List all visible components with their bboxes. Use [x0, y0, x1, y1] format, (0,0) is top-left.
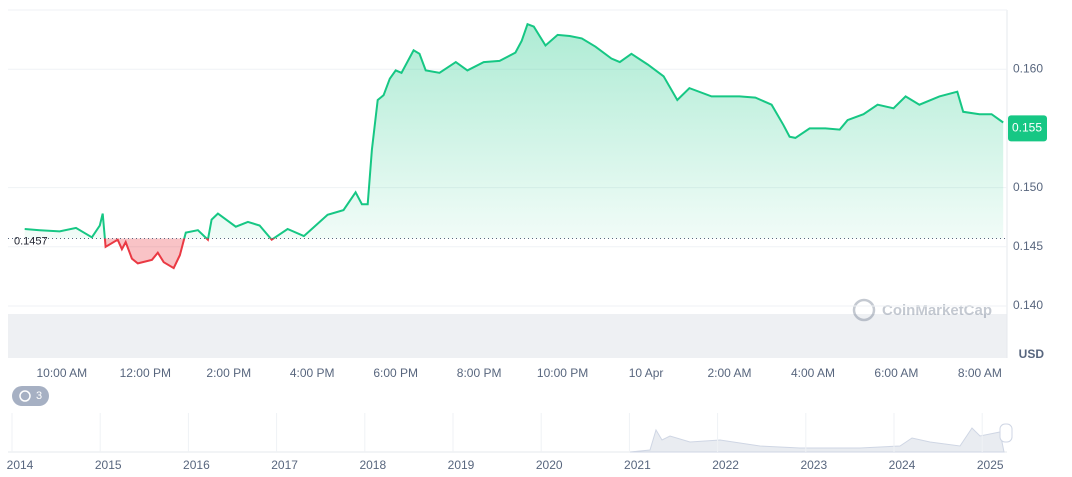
x-tick-label: 6:00 AM [874, 366, 918, 380]
baseline-label: 0.1457 [14, 235, 48, 247]
watermark-text: CoinMarketCap [882, 302, 992, 319]
price-tag-label: 0.155 [1012, 121, 1042, 135]
volume-band [8, 314, 1007, 358]
x-tick-label: 4:00 AM [791, 366, 835, 380]
x-tick-label: 8:00 AM [958, 366, 1002, 380]
navigator-handle[interactable] [999, 423, 1013, 443]
y-tick-label: 0.145 [1013, 239, 1043, 253]
badge-icon [19, 390, 31, 402]
navigator-year: 2016 [183, 458, 210, 472]
navigator-year: 2023 [800, 458, 827, 472]
y-tick-label: 0.140 [1013, 298, 1043, 312]
x-tick-label: 8:00 PM [457, 366, 502, 380]
navigator-sparkline [629, 427, 1005, 453]
x-tick-label: 2:00 PM [206, 366, 251, 380]
navigator-year: 2020 [536, 458, 563, 472]
x-tick-label: 6:00 PM [373, 366, 418, 380]
navigator-year: 2019 [448, 458, 475, 472]
y-tick-label: 0.150 [1013, 180, 1043, 194]
area-down [24, 238, 1004, 269]
navigator-year: 2022 [712, 458, 739, 472]
navigator-year: 2021 [624, 458, 651, 472]
navigator-year: 2015 [95, 458, 122, 472]
x-tick-label: 4:00 PM [290, 366, 335, 380]
navigator-year: 2025 [977, 458, 1004, 472]
y-tick-label: 0.160 [1013, 61, 1043, 75]
x-tick-label: 10:00 AM [36, 366, 87, 380]
area-up [24, 24, 1004, 239]
x-tick-label: 10:00 PM [537, 366, 588, 380]
price-tag [1008, 115, 1047, 142]
unit-label: USD [1019, 347, 1045, 361]
badge-count: 3 [36, 390, 42, 402]
x-tick-label: 10 Apr [629, 366, 664, 380]
navigator-year: 2018 [359, 458, 386, 472]
price-line-up [24, 22, 1004, 239]
navigator-year: 2014 [7, 458, 34, 472]
badge[interactable]: 3 [12, 386, 49, 406]
x-tick-label: 2:00 AM [707, 366, 751, 380]
price-line-down [91, 238, 276, 270]
navigator-year: 2017 [271, 458, 298, 472]
navigator-year: 2024 [889, 458, 916, 472]
x-tick-label: 12:00 PM [120, 366, 171, 380]
